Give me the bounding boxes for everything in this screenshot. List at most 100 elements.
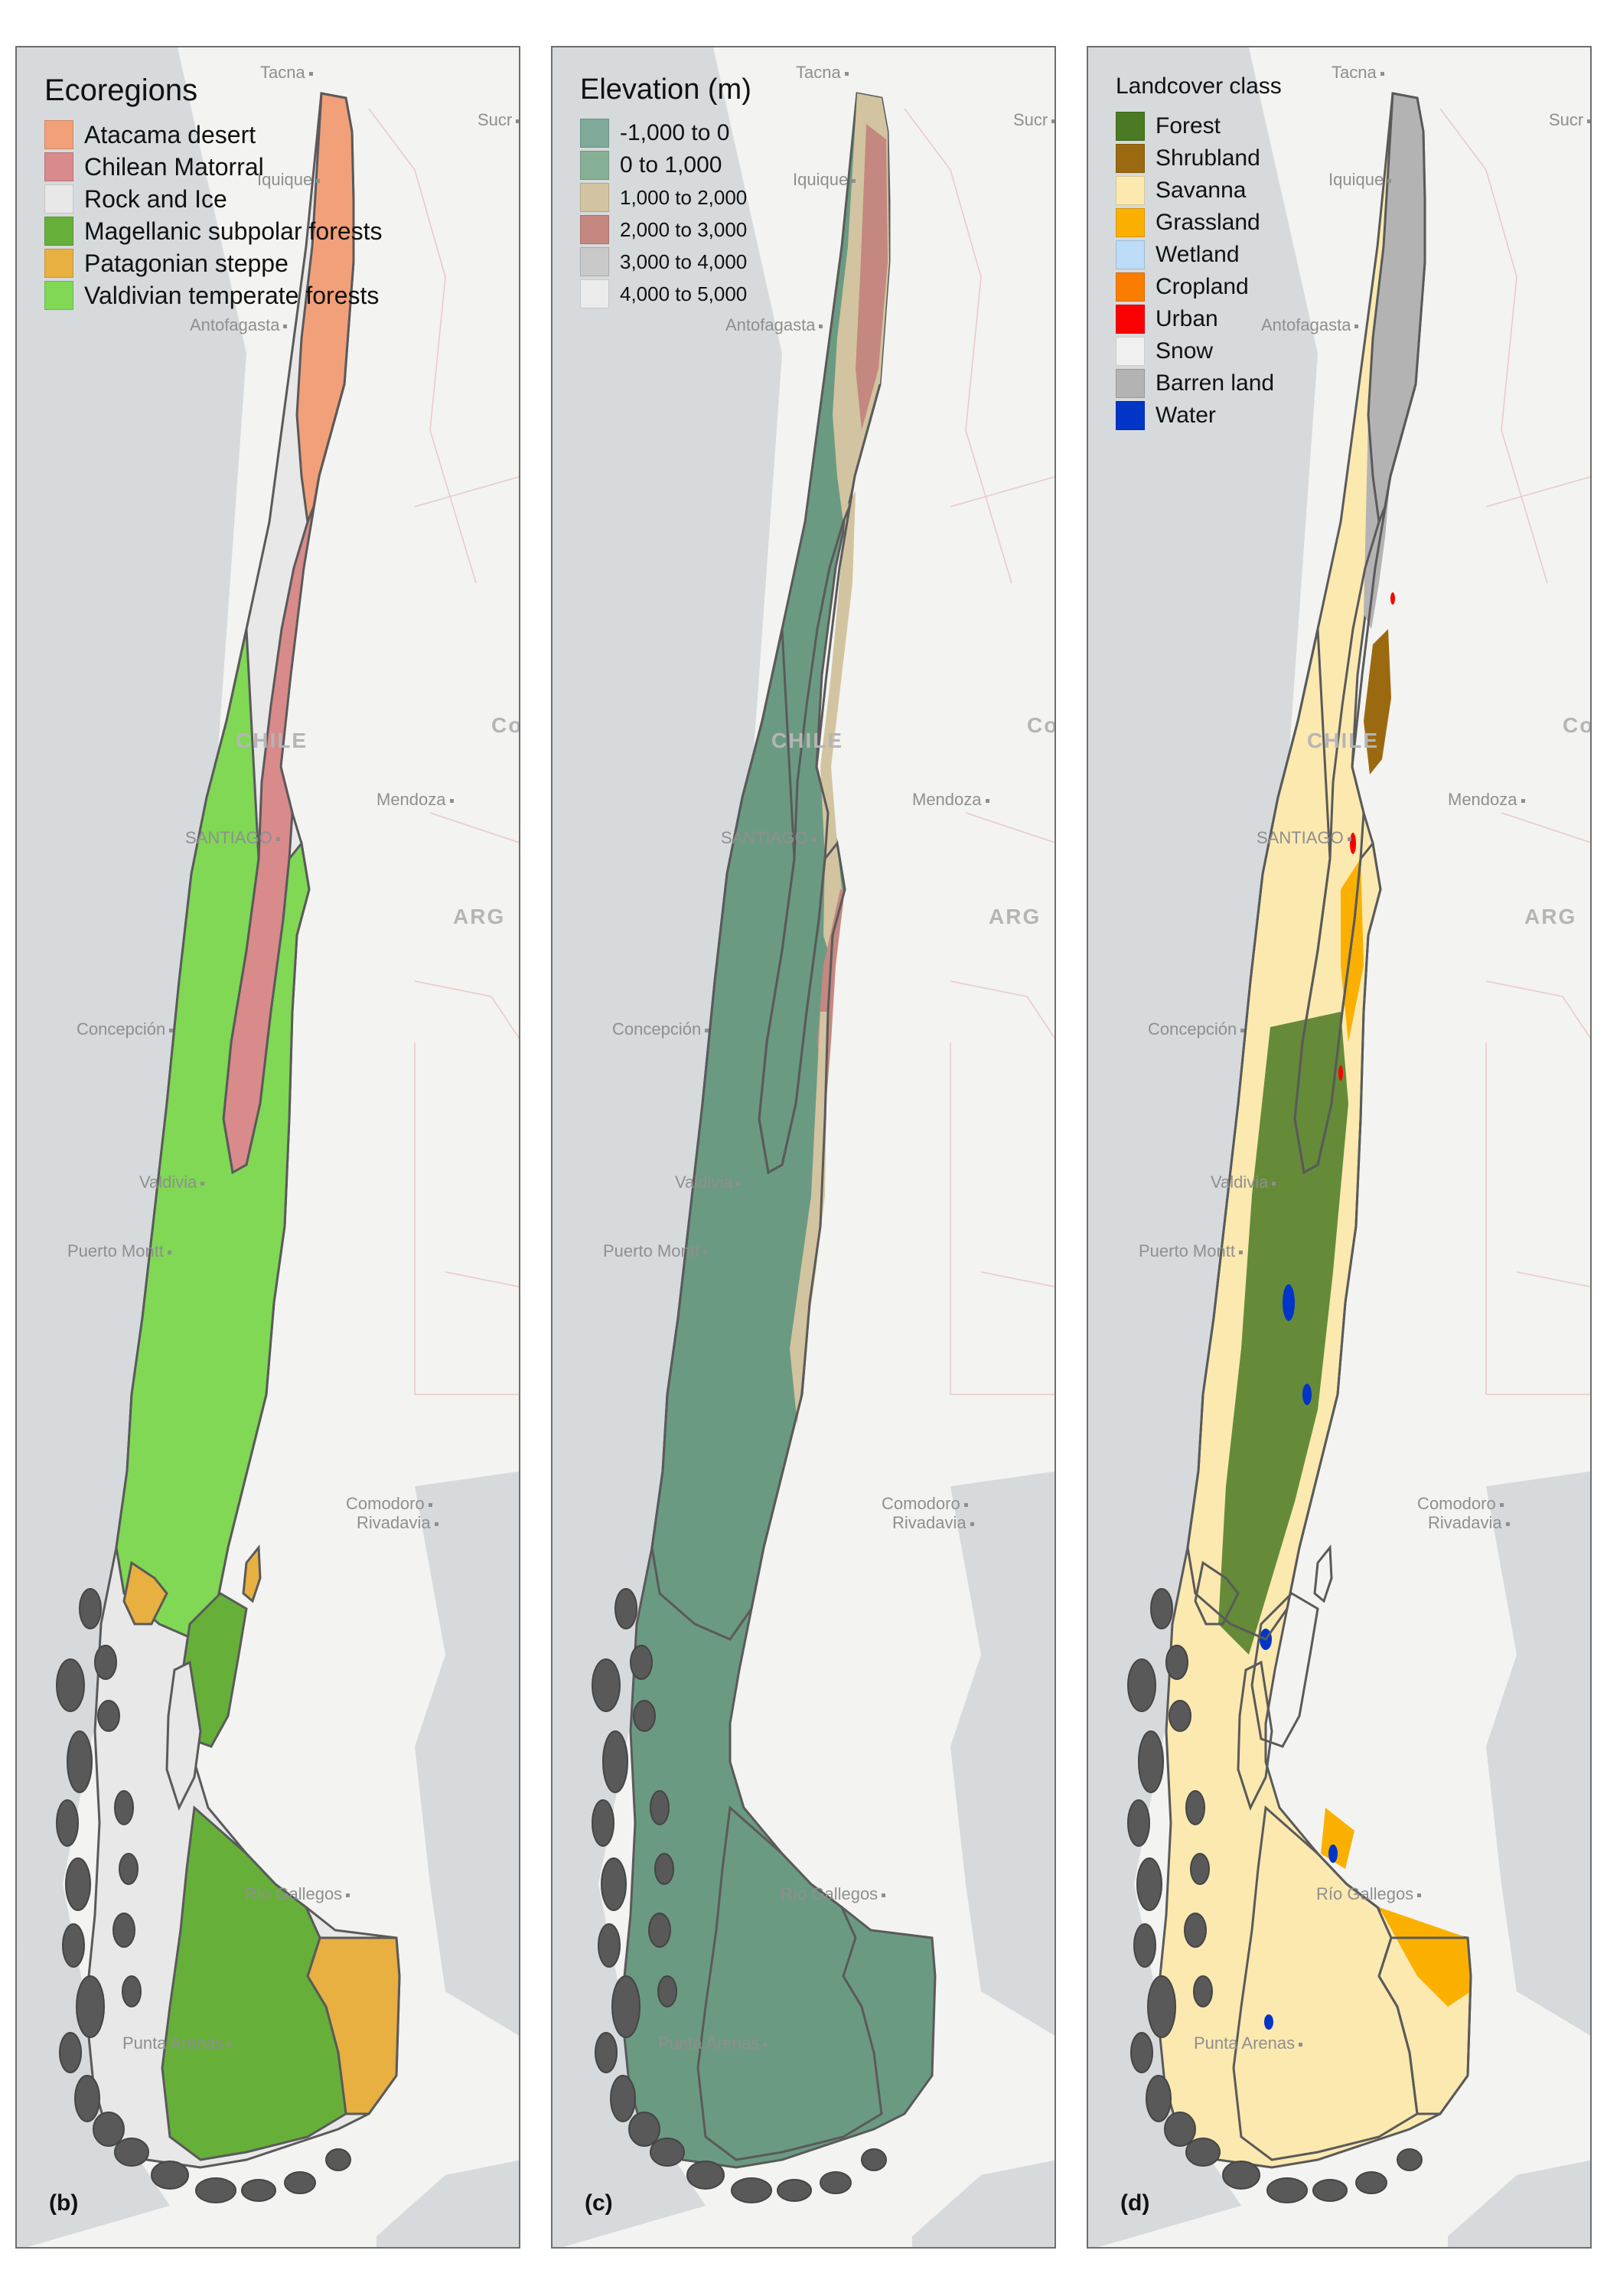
ecoregion-border [1313, 1544, 1333, 1603]
legend-item: Snow [1116, 335, 1282, 367]
panel-elevation: Elevation (m) -1,000 to 0 0 to 1,000 1,000… [551, 46, 1056, 2249]
city-label: Punta Arenas [122, 2033, 232, 2053]
atlantic-ocean [1486, 1471, 1590, 2036]
legend-title: Ecoregions [44, 73, 198, 107]
legend-swatch [580, 247, 609, 276]
legend-swatch [1116, 401, 1145, 430]
city-label: Mendoza [1448, 790, 1525, 810]
legend-swatch [1116, 240, 1145, 269]
legend-swatch [580, 279, 609, 308]
landcover-water [1264, 2014, 1273, 2030]
island [151, 2161, 189, 2190]
island [325, 2148, 351, 2171]
island [601, 1857, 627, 1911]
landcover-urban [1350, 833, 1356, 854]
island [62, 1923, 85, 1968]
city-label: Mendoza [376, 790, 454, 810]
landcover-forest [1218, 1012, 1348, 1655]
country-label: Co [1563, 713, 1592, 737]
legend-swatch [1116, 176, 1145, 205]
city-label: SANTIAGO [1257, 828, 1351, 848]
elevation-band [820, 491, 856, 966]
landcover-water [1328, 1844, 1338, 1863]
country-label: Co [1027, 713, 1056, 737]
country-label: CHILE [1307, 729, 1379, 752]
pacific-ocean [553, 47, 782, 1961]
island [1184, 1913, 1207, 1948]
island [1190, 1853, 1210, 1885]
admin-border [950, 980, 1054, 1039]
island [56, 1799, 79, 1847]
legend-label: 2,000 to 3,000 [620, 217, 748, 241]
island [648, 1913, 671, 1948]
landcover-urban [1390, 592, 1395, 605]
ecoregion-border [1186, 628, 1382, 1641]
legend-label: Grassland [1156, 210, 1260, 235]
city-label: Antofagasta [190, 315, 288, 335]
ecoregion-polygon [165, 1660, 202, 1811]
legend-item: Wetland [1116, 239, 1282, 271]
city-label: Iquique [257, 170, 321, 190]
legend-label: Snow [1156, 338, 1214, 364]
city-label: Punta Arenas [1194, 2033, 1303, 2053]
legend-swatch [44, 120, 73, 149]
atlantic-ocean-south [376, 2160, 519, 2247]
island [1185, 2138, 1221, 2167]
landcover-grassland [1341, 859, 1364, 1042]
legend: Landcover class Forest Shrubland Savanna Gr… [1116, 73, 1282, 432]
ecoregion-border [1194, 1561, 1240, 1626]
admin-border [429, 812, 519, 843]
island [67, 1730, 93, 1793]
island [241, 2179, 276, 2202]
legend-label: 3,000 to 4,000 [620, 249, 748, 273]
island [1150, 1588, 1173, 1629]
legend-swatch [580, 151, 609, 180]
legend-item: Rock and Ice [44, 183, 383, 215]
island [731, 2177, 772, 2203]
city-label: Comodoro [882, 1494, 968, 1514]
legend-swatch [44, 217, 73, 246]
island [650, 1790, 670, 1825]
legend-item: Atacama desert [44, 119, 383, 151]
island [79, 1588, 102, 1629]
map-canvas [553, 47, 1054, 2247]
island [59, 2032, 82, 2073]
legend-label: Shrubland [1156, 145, 1260, 171]
landcover-shrubland [1364, 629, 1391, 775]
island [861, 2148, 887, 2171]
legend-item: 4,000 to 5,000 [580, 278, 751, 310]
island [1165, 1645, 1188, 1680]
legend-label: Urban [1156, 306, 1218, 331]
country-label: Co [491, 713, 520, 737]
panel-label: (d) [1120, 2190, 1150, 2216]
pacific-ocean [1088, 47, 1318, 1961]
landcover-water [1302, 1384, 1312, 1405]
ecoregion-polygon [242, 1544, 262, 1603]
pacific-ocean [17, 47, 246, 1961]
island [76, 1975, 105, 2038]
island [94, 1645, 117, 1680]
city-label: Sucr [1013, 110, 1054, 130]
city-label: Concepción [612, 1019, 709, 1039]
city-label: Punta Arenas [658, 2033, 768, 2053]
legend-items: Forest Shrubland Savanna Grassland Wetland Cr… [1116, 110, 1282, 432]
island [1266, 2177, 1308, 2203]
city-label: Antofagasta [1261, 315, 1359, 335]
island [65, 1857, 91, 1911]
island [657, 1975, 677, 2007]
city-label: Mendoza [912, 790, 989, 810]
island [93, 2112, 125, 2147]
island [633, 1700, 656, 1732]
legend-label: Cropland [1156, 274, 1249, 299]
legend-label: Water [1156, 403, 1216, 428]
country-label: CHILE [236, 729, 308, 752]
legend-swatch [44, 249, 73, 278]
legend-label: Patagonian steppe [84, 249, 288, 277]
map-canvas [17, 47, 519, 2247]
city-label: Concepción [77, 1019, 174, 1039]
legend-item: Cropland [1116, 271, 1282, 303]
legend-swatch [580, 119, 609, 148]
legend-item: 2,000 to 3,000 [580, 214, 751, 246]
legend-item: 1,000 to 2,000 [580, 181, 751, 214]
legend-label: 4,000 to 5,000 [620, 282, 748, 305]
